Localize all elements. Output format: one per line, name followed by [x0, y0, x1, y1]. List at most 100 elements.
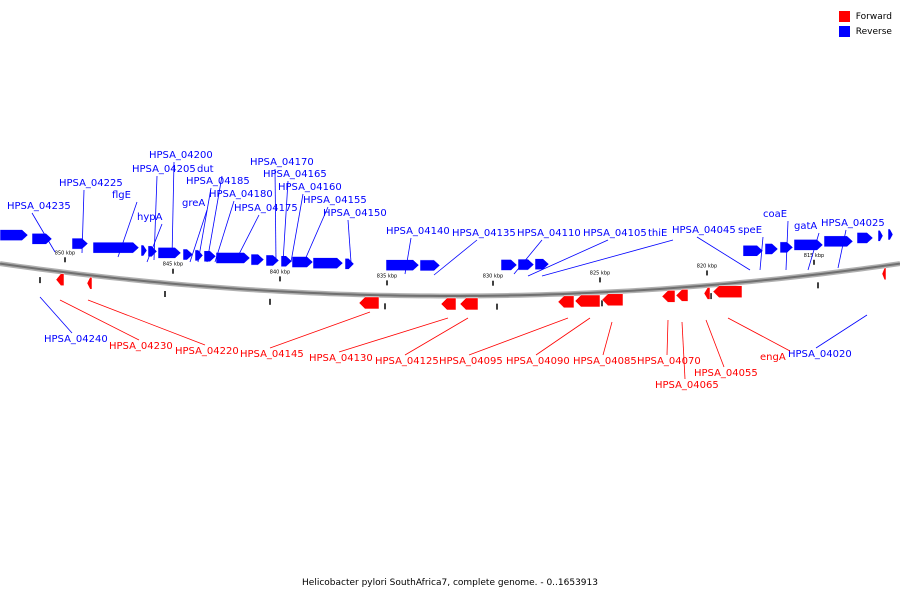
- leader-line: [171, 161, 175, 259]
- leader-line: [338, 317, 449, 353]
- gene-label-reverse: HPSA_04200: [149, 150, 213, 161]
- gene-label-reverse: HPSA_04205: [132, 164, 196, 175]
- gene-label-reverse: HPSA_04160: [278, 182, 342, 193]
- forward-gene-arrow: [55, 273, 65, 286]
- backbone-line: [0, 262, 900, 298]
- leader-line: [681, 321, 686, 380]
- reverse-gene-arrow: [0, 229, 29, 241]
- forward-gene-arrow: [601, 293, 624, 307]
- leader-line: [59, 299, 140, 341]
- legend-forward: Forward: [838, 9, 892, 24]
- leader-line: [602, 321, 613, 356]
- gene-label-forward: HPSA_04055: [694, 368, 758, 379]
- gene-label-forward: HPSA_04230: [109, 341, 173, 352]
- forward-gene-arrow: [557, 295, 575, 309]
- forward-gene-arrow: [661, 290, 676, 303]
- tick-label: 850 kbp: [55, 250, 75, 256]
- gene-label-reverse: HPSA_04150: [323, 208, 387, 219]
- reverse-gene-arrow: [887, 228, 894, 241]
- leader-line: [535, 317, 591, 356]
- gene-label-reverse: HPSA_04180: [209, 189, 273, 200]
- tick-label: 825 kbp: [590, 270, 610, 276]
- reverse-gene-arrow: [92, 241, 140, 254]
- leader-line: [282, 180, 289, 263]
- leader-line: [81, 189, 85, 254]
- tick-label: 830 kbp: [483, 274, 503, 280]
- leader-line: [815, 314, 868, 349]
- gene-label-reverse: HPSA_04025: [821, 218, 885, 229]
- reverse-gene-arrow: [265, 254, 280, 267]
- leader-line: [705, 319, 725, 368]
- leader-line: [197, 187, 212, 263]
- leader-line: [347, 219, 352, 263]
- reverse-gene-arrow: [344, 258, 355, 270]
- reverse-gene-arrow: [312, 257, 344, 269]
- leader-line: [727, 317, 791, 352]
- gene-label-reverse: HPSA_04135: [452, 228, 516, 239]
- forward-gene-arrow: [459, 297, 479, 311]
- gene-label-reverse: HPSA_04235: [7, 201, 71, 212]
- legend-reverse-label: Reverse: [855, 26, 892, 37]
- tick-label: 815 kbp: [804, 253, 824, 259]
- reverse-gene-arrow: [500, 259, 518, 271]
- gene-label-forward: HPSA_04220: [175, 346, 239, 357]
- reverse-gene-arrow: [291, 256, 314, 268]
- leader-line: [206, 175, 223, 263]
- gene-label-reverse: HPSA_04240: [44, 334, 108, 345]
- legend: Forward Reverse: [838, 9, 892, 39]
- gene-label-reverse: HPSA_04185: [186, 176, 250, 187]
- leader-line: [31, 212, 56, 253]
- gene-label-reverse: gatA: [794, 221, 817, 232]
- leader-line: [785, 220, 789, 271]
- forward-gene-arrow: [358, 296, 380, 310]
- forward-gene-arrow: [574, 294, 601, 308]
- gene-label-reverse: thiE: [648, 228, 667, 239]
- gene-label-forward: HPSA_04095: [439, 356, 503, 367]
- leader-line: [189, 209, 208, 263]
- reverse-swatch: [838, 26, 850, 37]
- reverse-gene-arrow: [823, 235, 854, 248]
- gene-label-forward: HPSA_04085: [573, 356, 637, 367]
- tick-label: 840 kbp: [270, 269, 290, 275]
- reverse-gene-arrow: [779, 241, 794, 254]
- leader-line: [117, 201, 138, 258]
- leader-line: [666, 319, 669, 356]
- leader-line: [404, 237, 412, 275]
- leader-line: [39, 296, 73, 334]
- tick-label: 845 kbp: [163, 262, 183, 268]
- reverse-gene-arrow: [31, 233, 53, 245]
- leader-line: [274, 168, 277, 263]
- forward-gene-arrow: [86, 276, 93, 290]
- gene-label-reverse: HPSA_04225: [59, 178, 123, 189]
- leader-line: [153, 175, 158, 261]
- leader-line: [404, 317, 469, 356]
- gene-label-reverse: hypA: [137, 212, 163, 223]
- forward-gene-arrow: [440, 297, 457, 311]
- leader-line: [87, 299, 206, 346]
- reverse-gene-arrow: [877, 230, 884, 242]
- reverse-gene-arrow: [517, 258, 535, 271]
- tick-label: 835 kbp: [377, 273, 397, 279]
- gene-label-reverse: HPSA_04105: [583, 228, 647, 239]
- reverse-gene-arrow: [385, 259, 420, 271]
- gene-label-reverse: speE: [738, 225, 762, 236]
- reverse-gene-arrow: [419, 259, 441, 272]
- leader-line: [541, 239, 674, 277]
- reverse-gene-arrow: [764, 243, 779, 255]
- legend-forward-label: Forward: [855, 11, 892, 22]
- forward-swatch: [838, 11, 850, 22]
- gene-label-reverse: HPSA_04170: [250, 157, 314, 168]
- forward-gene-arrow: [712, 285, 743, 298]
- gene-label-reverse: HPSA_04110: [517, 228, 581, 239]
- gene-label-reverse: dut: [197, 164, 214, 175]
- leader-line: [269, 311, 371, 349]
- leader-line: [696, 236, 751, 271]
- reverse-gene-arrow: [157, 247, 182, 259]
- forward-gene-arrow: [881, 267, 887, 281]
- gene-label-reverse: HPSA_04165: [263, 169, 327, 180]
- gene-label-reverse: greA: [182, 198, 205, 209]
- legend-reverse: Reverse: [838, 24, 892, 39]
- gene-label-reverse: HPSA_04045: [672, 225, 736, 236]
